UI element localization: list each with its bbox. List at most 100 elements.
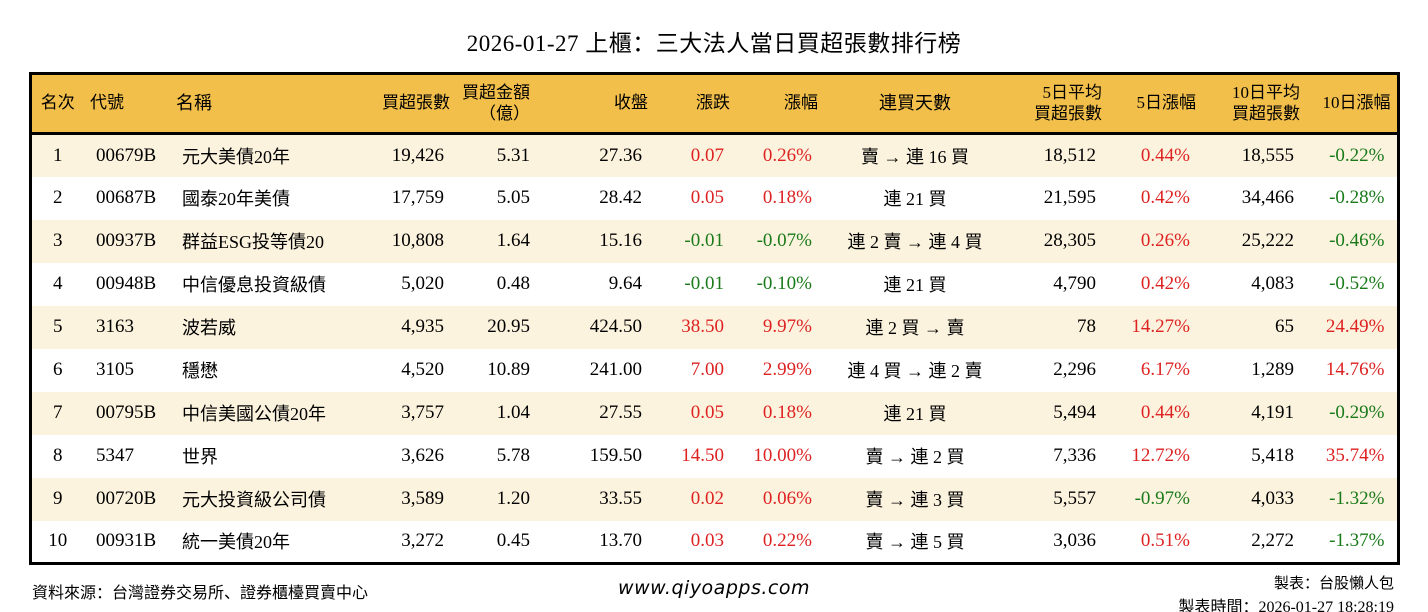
- cell: 14.76%: [1325, 359, 1385, 380]
- column-header: 漲跌: [654, 73, 736, 135]
- cell: 25,222: [1241, 230, 1294, 251]
- cell: 0.06%: [762, 488, 812, 509]
- column-header: 10日平均 買超張數: [1202, 73, 1306, 135]
- cell: -1.32%: [1329, 488, 1385, 509]
- cell: 9.64: [608, 273, 642, 294]
- column-header: 買超張數: [360, 73, 456, 135]
- cell: 4,520: [401, 359, 444, 380]
- cell: 27.36: [599, 144, 642, 166]
- cell: 0.03: [690, 530, 724, 552]
- cell: 連 21 買: [883, 404, 947, 424]
- cell: 10.89: [487, 359, 530, 380]
- cell: 5.31: [496, 144, 530, 166]
- cell: 元大投資級公司債: [182, 490, 326, 510]
- table-row: 5 3163 波若威 4,935 20.95 424.50 38.50 9.97% 連 2 買 …: [30, 305, 1398, 349]
- column-header: 10日漲幅: [1306, 73, 1398, 135]
- column-header: 連買天數: [824, 73, 1006, 135]
- cell: 9: [53, 488, 63, 509]
- cell: 1: [53, 144, 63, 166]
- column-header: 買超金額 （億）: [456, 73, 560, 135]
- cell: 3,272: [401, 530, 444, 552]
- cell: 38.50: [681, 316, 724, 337]
- column-header: 5日漲幅: [1108, 73, 1202, 135]
- cell: 00931B: [96, 530, 157, 552]
- table-row: 10 00931B 統一美債20年 3,272 0.45 13.70 0.03 0.22% 賣 …: [30, 520, 1398, 564]
- maker-label: 製表：台股懶人包: [1273, 576, 1394, 592]
- cell: 5,494: [1053, 402, 1096, 423]
- cell: 3: [53, 230, 63, 251]
- cell: 7.00: [690, 359, 724, 380]
- cell: 00687B: [96, 187, 157, 208]
- cell: 0.42%: [1140, 187, 1190, 208]
- cell: 3,036: [1053, 530, 1096, 552]
- cell: 0.05: [690, 187, 724, 208]
- cell: -0.28%: [1329, 187, 1385, 208]
- table-row: 6 3105 穩懋 4,520 10.89 241.00 7.00 2.99% 連 4 買 → …: [30, 348, 1398, 392]
- table-row: 2 00687B 國泰20年美債 17,759 5.05 28.42 0.05 0.18% 連 …: [30, 176, 1398, 220]
- cell: -0.46%: [1329, 230, 1385, 251]
- cell: 4,083: [1251, 273, 1294, 294]
- cell: 3,589: [401, 488, 444, 509]
- cell: 5,418: [1251, 445, 1294, 466]
- cell: 7: [53, 402, 63, 423]
- cell: 10.00%: [753, 445, 812, 466]
- cell: 4,191: [1251, 402, 1294, 423]
- cell: -0.01: [684, 230, 724, 251]
- cell: 3105: [96, 359, 134, 380]
- cell: 17,759: [391, 187, 444, 208]
- cell: 5.78: [496, 445, 530, 466]
- ranking-table: 名次 代號 名稱 買超張數 買超金額 （億） 收盤 漲跌 漲幅 連買天數 5日平均 買超張數 5日漲…: [28, 72, 1400, 565]
- cell: 00679B: [96, 144, 157, 166]
- cell: 連 4 買 → 連 2 賣: [847, 361, 983, 381]
- data-source-note: 資料來源：台灣證券交易所、證券櫃檯買賣中心: [32, 585, 369, 602]
- cell: 賣 → 連 5 買: [865, 532, 965, 553]
- table-row: 7 00795B 中信美國公債20年 3,757 1.04 27.55 0.05 0.18% 連…: [30, 391, 1398, 435]
- cell: 波若威: [182, 318, 236, 338]
- cell: 賣 → 連 2 買: [865, 447, 965, 467]
- cell: 0.42%: [1140, 273, 1190, 294]
- cell: 賣 → 連 16 買: [861, 146, 969, 167]
- cell: 1.20: [496, 488, 530, 509]
- table-row: 9 00720B 元大投資級公司債 3,589 1.20 33.55 0.02 0.06% 賣 …: [30, 477, 1398, 521]
- cell: 0.51%: [1140, 530, 1190, 552]
- cell: 28,305: [1043, 230, 1096, 251]
- cell: 0.44%: [1140, 402, 1190, 423]
- cell: 中信美國公債20年: [182, 404, 326, 424]
- cell: 12.72%: [1131, 445, 1190, 466]
- cell: 0.48: [496, 273, 530, 294]
- cell: -0.97%: [1134, 488, 1190, 509]
- footer-credits: 製表：台股懶人包 製表時間：2026-01-27 18:28:19: [1178, 573, 1394, 612]
- cell: 統一美債20年: [182, 532, 290, 553]
- cell: 2.99%: [762, 359, 812, 380]
- cell: 241.00: [589, 359, 642, 380]
- table-header: 名次 代號 名稱 買超張數 買超金額 （億） 收盤 漲跌 漲幅 連買天數 5日平均 買超張數 5日漲…: [30, 73, 1398, 135]
- cell: 連 2 賣 → 連 4 買: [847, 232, 983, 252]
- timestamp-label: 製表時間：2026-01-27 18:28:19: [1178, 599, 1394, 612]
- cell: 19,426: [391, 144, 444, 166]
- table-row: 8 5347 世界 3,626 5.78 159.50 14.50 10.00% 賣 → 連 2…: [30, 434, 1398, 478]
- cell: 5,020: [401, 273, 444, 294]
- table-body: 1 00679B 元大美債20年 19,426 5.31 27.36 0.07 0.26% 賣 …: [30, 133, 1398, 564]
- cell: 9.97%: [762, 316, 812, 337]
- website-label: www.qiyoapps.com: [618, 577, 810, 599]
- cell: 7,336: [1053, 445, 1096, 466]
- cell: 33.55: [599, 488, 642, 509]
- cell: 20.95: [487, 316, 530, 337]
- cell: 4,033: [1251, 488, 1294, 509]
- cell: 世界: [182, 447, 218, 467]
- footer: 資料來源：台灣證券交易所、證券櫃檯買賣中心 www.qiyoapps.com 製…: [32, 573, 1396, 612]
- column-header: 名稱: [170, 73, 360, 135]
- cell: 13.70: [599, 530, 642, 552]
- cell: 15.16: [599, 230, 642, 251]
- cell: 4: [53, 273, 63, 294]
- cell: 3,626: [401, 445, 444, 466]
- cell: 00948B: [96, 273, 157, 294]
- cell: 1.64: [496, 230, 530, 251]
- table-row: 4 00948B 中信優息投資級債 5,020 0.48 9.64 -0.01 -0.10% 連…: [30, 262, 1398, 306]
- cell: 10,808: [391, 230, 444, 251]
- page-title: 2026-01-27 上櫃：三大法人當日買超張數排行榜: [466, 31, 962, 56]
- cell: -1.37%: [1329, 530, 1385, 552]
- cell: 5: [53, 316, 63, 337]
- cell: 穩懋: [182, 361, 218, 381]
- cell: 00937B: [96, 230, 157, 251]
